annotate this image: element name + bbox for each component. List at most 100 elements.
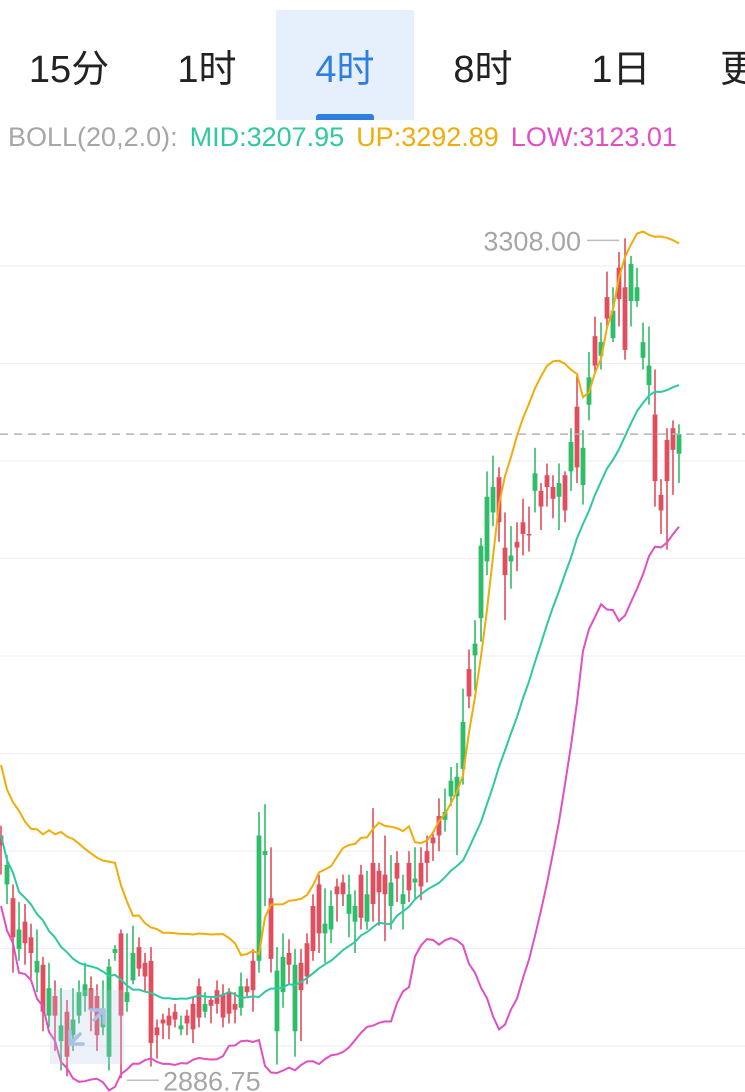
candle-body — [328, 905, 334, 930]
candle-body — [274, 970, 280, 1032]
candle-body — [664, 439, 670, 482]
candle-body — [148, 960, 154, 1044]
candle-body — [580, 447, 586, 486]
candle-body — [604, 297, 610, 319]
candle-body — [334, 886, 340, 895]
candle-body — [58, 1025, 64, 1042]
low-price-label: 2886.75 — [163, 1066, 261, 1092]
candle-body — [394, 862, 400, 879]
tab-label: 1日 — [591, 48, 651, 91]
candle-body — [520, 522, 526, 534]
candle-body — [376, 870, 382, 893]
candle-body — [286, 952, 292, 965]
candle-body — [364, 894, 370, 922]
timeframe-tabs: 15分 1时 4时 8时 1日 更 — [0, 0, 745, 120]
candle-body — [532, 473, 538, 491]
candle-body — [172, 1011, 178, 1020]
candle-body — [640, 342, 646, 358]
candle-body — [226, 992, 232, 1014]
expand-chart-button[interactable] — [50, 990, 124, 1064]
candle-body — [514, 541, 520, 548]
boll-mid-line — [0, 384, 680, 1001]
candle-body — [598, 342, 604, 356]
candle-body — [448, 780, 454, 797]
candle-body — [70, 1019, 76, 1036]
candle-body — [298, 962, 304, 991]
candle-body — [250, 960, 256, 991]
candlestick-chart[interactable]: 3308.00 2886.75 — [0, 160, 745, 1092]
candle-body — [316, 884, 322, 934]
candle-body — [340, 882, 346, 895]
candle-body — [208, 999, 214, 1006]
candle-body — [646, 365, 652, 386]
tab-label: 1时 — [177, 48, 237, 91]
boll-low-line — [0, 526, 680, 1092]
candle-body — [442, 812, 448, 820]
candle-body — [454, 776, 460, 797]
candle-body — [436, 815, 442, 836]
candle-body — [406, 862, 412, 891]
candle-body — [346, 894, 352, 914]
boll-up: UP:3292.89 — [356, 122, 499, 152]
candle-body — [460, 721, 466, 769]
candle-body — [466, 669, 472, 697]
tab-4h[interactable]: 4时 — [276, 10, 414, 120]
candle-body — [538, 490, 544, 507]
candle-body — [676, 434, 682, 454]
tab-1d[interactable]: 1日 — [552, 10, 690, 120]
candle-body — [16, 929, 22, 950]
candle-body — [424, 851, 430, 863]
boll-low: LOW:3123.01 — [510, 122, 677, 152]
tab-8h[interactable]: 8时 — [414, 10, 552, 120]
tab-label: 15分 — [28, 48, 110, 91]
boll-up-line — [0, 230, 680, 957]
candle-body — [568, 441, 574, 472]
candle-body — [262, 851, 268, 856]
candle-body — [244, 986, 250, 993]
candle-body — [76, 992, 82, 1016]
candle-body — [28, 937, 34, 953]
tab-15m[interactable]: 15分 — [0, 10, 138, 120]
candle-body — [112, 949, 118, 953]
tab-1h[interactable]: 1时 — [138, 10, 276, 120]
candle-body — [40, 964, 46, 1012]
candle-body — [526, 533, 532, 536]
candle-body — [388, 882, 394, 906]
candle-body — [634, 287, 640, 301]
candle-body — [124, 992, 130, 1002]
tab-label: 4时 — [315, 48, 375, 91]
candle-body — [544, 475, 550, 487]
candle-body — [628, 263, 634, 301]
candle-body — [88, 988, 94, 1010]
candle-body — [268, 898, 274, 959]
candle-body — [220, 994, 226, 1018]
candle-body — [160, 1019, 166, 1024]
high-price-label: 3308.00 — [483, 226, 581, 256]
candle-body — [484, 496, 490, 562]
candle-body — [280, 956, 286, 993]
tab-more[interactable]: 更 — [690, 10, 745, 120]
candle-body — [322, 923, 328, 934]
candle-body — [670, 428, 676, 450]
candle-body — [118, 933, 124, 1016]
candle-body — [130, 952, 136, 981]
candle-body — [472, 643, 478, 656]
candle-body — [556, 483, 562, 497]
candle-body — [232, 1003, 238, 1010]
candle-body — [592, 336, 598, 366]
candle-body — [562, 475, 568, 511]
candle-body — [166, 1015, 172, 1026]
candle-body — [64, 1011, 70, 1057]
candle-body — [304, 943, 310, 977]
candle-body — [82, 984, 88, 997]
active-tab-indicator — [316, 114, 374, 120]
candle-body — [34, 960, 40, 973]
candle-body — [196, 986, 202, 1018]
candle-body — [106, 966, 112, 1057]
candle-body — [22, 921, 28, 944]
candle-body — [418, 862, 424, 887]
candle-body — [46, 988, 52, 1016]
candle-body — [184, 1015, 190, 1024]
candle-body — [490, 486, 496, 513]
candle-body — [190, 1003, 196, 1030]
